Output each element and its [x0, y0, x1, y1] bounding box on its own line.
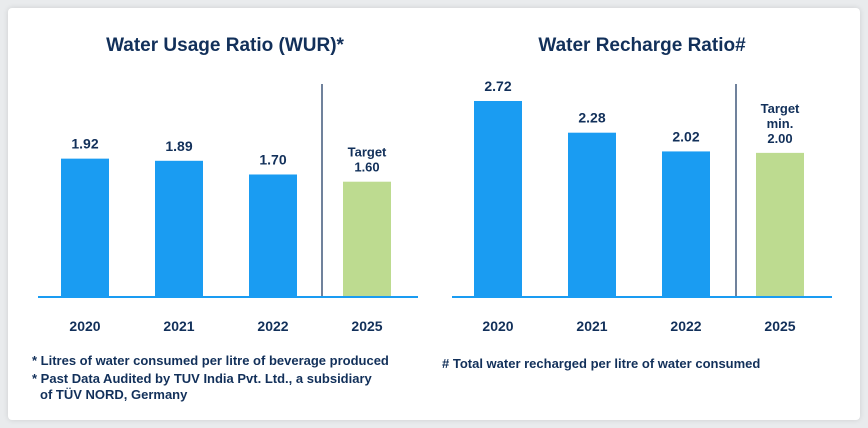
x-tick-recharge-2022: 2022	[670, 318, 701, 334]
chart-card	[8, 8, 860, 420]
data-label-wur-2021: 1.89	[165, 138, 192, 154]
x-tick-recharge-2020: 2020	[482, 318, 513, 334]
x-tick-recharge-2021: 2021	[576, 318, 607, 334]
data-label-wur-2025-1: 1.60	[354, 160, 379, 175]
footnote-recharge: # Total water recharged per litre of wat…	[442, 356, 761, 371]
bar-wur-2021	[155, 160, 203, 297]
data-label-recharge-2021: 2.28	[578, 110, 605, 126]
bar-recharge-2021	[568, 132, 616, 297]
data-label-recharge-2025-2: 2.00	[767, 131, 792, 146]
x-tick-recharge-2025: 2025	[764, 318, 795, 334]
x-tick-wur-2020: 2020	[69, 318, 100, 334]
data-label-wur-2025-0: Target	[348, 145, 387, 160]
data-label-recharge-2020: 2.72	[484, 78, 511, 94]
data-label-recharge-2025-1: min.	[767, 116, 794, 131]
footnote-wur-3: of TÜV NORD, Germany	[40, 387, 188, 402]
data-label-recharge-2022: 2.02	[672, 128, 699, 144]
x-tick-wur-2021: 2021	[163, 318, 194, 334]
chart-title-recharge: Water Recharge Ratio#	[538, 35, 746, 56]
chart-title-wur: Water Usage Ratio (WUR)*	[106, 35, 344, 56]
bar-recharge-2022	[662, 151, 710, 297]
footnote-wur-1: * Litres of water consumed per litre of …	[32, 353, 389, 368]
data-label-wur-2022: 1.70	[259, 151, 286, 167]
bar-recharge-2020	[474, 100, 522, 297]
x-tick-wur-2022: 2022	[257, 318, 288, 334]
target-bar-wur-2025	[343, 181, 391, 297]
data-label-recharge-2025-0: Target	[761, 101, 800, 116]
x-tick-wur-2025: 2025	[351, 318, 382, 334]
data-label-wur-2020: 1.92	[71, 136, 98, 152]
target-bar-recharge-2025	[756, 152, 804, 297]
bar-wur-2020	[61, 158, 109, 297]
footnote-wur-2: * Past Data Audited by TUV India Pvt. Lt…	[32, 371, 372, 386]
bar-wur-2022	[249, 174, 297, 297]
